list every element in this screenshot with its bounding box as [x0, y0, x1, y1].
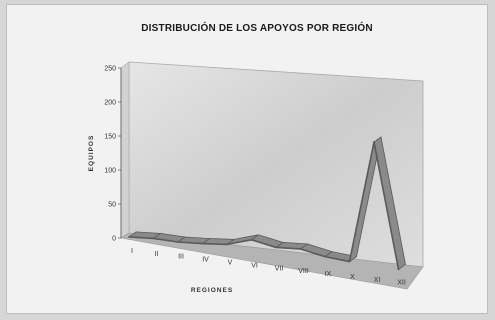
y-axis-label: EQUIPOS	[88, 135, 95, 172]
data-point	[201, 242, 204, 245]
x-tick-label: XI	[374, 277, 381, 284]
x-tick-label: III	[178, 254, 184, 261]
y-tick-label: 0	[112, 236, 116, 243]
data-point	[250, 238, 253, 241]
x-tick-labels: I II III IV V VI VII VIII IX X XI XII	[131, 248, 406, 287]
x-tick-label: I	[131, 248, 133, 255]
data-point	[299, 248, 302, 250]
x-tick-label: II	[155, 251, 159, 258]
chart-frame: DISTRIBUCIÓN DE LOS APOYOS POR REGIÓN 0 5…	[6, 4, 488, 314]
x-tick-label: VI	[251, 262, 258, 269]
y-tick-label: 50	[108, 202, 116, 209]
data-point	[177, 241, 179, 243]
x-tick-label: VIII	[298, 268, 309, 275]
x-tick-label: XII	[397, 280, 406, 287]
data-point	[275, 246, 277, 249]
data-point	[324, 255, 326, 258]
y-tick-label: 100	[104, 168, 116, 175]
y-tick-label: 150	[104, 134, 116, 141]
data-point	[226, 243, 228, 246]
x-tick-label: IX	[325, 271, 332, 278]
floor	[120, 232, 424, 290]
chart-title: DISTRIBUCIÓN DE LOS APOYOS POR REGIÓN	[141, 21, 373, 34]
data-point	[128, 236, 130, 238]
series-line	[128, 141, 400, 270]
y-tick-label: 200	[104, 100, 116, 107]
data-point	[348, 260, 351, 263]
x-axis-label: REGIONES	[191, 287, 233, 294]
data-point	[152, 237, 155, 240]
x-tick-label: IV	[202, 257, 209, 264]
data-point	[373, 141, 375, 143]
y-tick-labels: 0 50 100 150 200 250	[104, 66, 121, 243]
x-tick-label: V	[228, 260, 233, 267]
data-point	[397, 268, 400, 271]
series-line-3d	[127, 136, 406, 271]
x-tick-label: X	[350, 274, 355, 281]
y-tick-label: 250	[104, 66, 116, 73]
x-tick-label: VII	[275, 265, 284, 272]
line-chart-3d: DISTRIBUCIÓN DE LOS APOYOS POR REGIÓN 0 5…	[88, 21, 424, 294]
left-wall	[120, 61, 130, 239]
